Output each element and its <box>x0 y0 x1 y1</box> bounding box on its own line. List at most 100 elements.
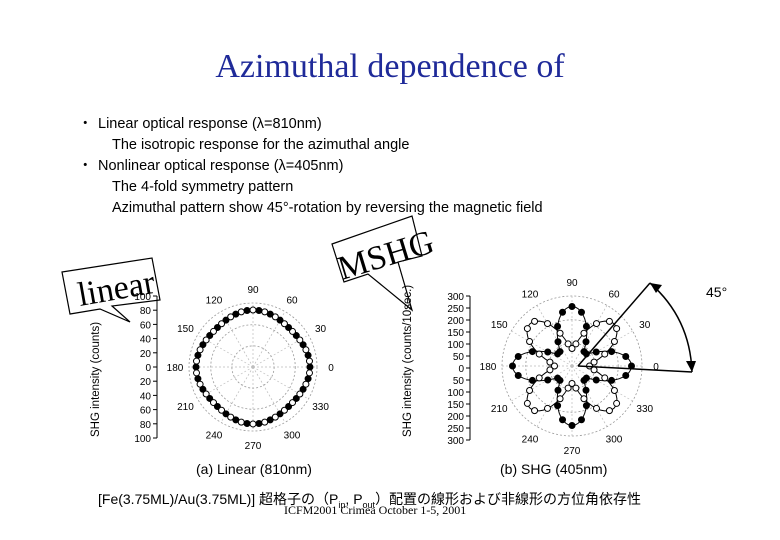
data-point <box>554 386 562 394</box>
data-point <box>255 419 263 427</box>
polar-angle-label: 60 <box>608 289 620 300</box>
radial-tick-label: 150 <box>447 400 464 411</box>
polar-angle-label: 150 <box>177 324 194 335</box>
polar-angle-label: 210 <box>491 404 508 415</box>
data-point <box>243 419 251 427</box>
data-point <box>622 371 630 379</box>
polar-angle-label: 210 <box>177 402 194 413</box>
radial-tick-label: 300 <box>447 292 464 303</box>
data-point <box>601 350 609 358</box>
data-point <box>531 407 539 415</box>
data-point <box>296 390 304 398</box>
data-point <box>544 404 551 412</box>
radial-tick-label: 20 <box>140 377 152 388</box>
radial-tick-label: 60 <box>140 406 152 417</box>
data-point <box>276 316 284 324</box>
polar-angle-label: 30 <box>639 320 651 331</box>
polar-angle-label: 330 <box>636 404 653 415</box>
data-point <box>271 313 279 321</box>
polar-angle-label: 300 <box>284 431 301 442</box>
polar-grid-circle <box>525 319 619 413</box>
data-point <box>271 413 279 421</box>
data-point <box>577 308 585 316</box>
data-point <box>580 395 588 403</box>
data-point <box>592 348 600 356</box>
polar-angle-label: 270 <box>245 441 262 452</box>
data-point <box>227 413 235 421</box>
data-point <box>568 303 576 310</box>
data-point <box>613 325 621 333</box>
polar-angle-label: 300 <box>606 435 623 446</box>
data-point <box>193 369 201 377</box>
radial-tick-label: 100 <box>447 388 464 399</box>
data-point <box>280 320 288 328</box>
data-point <box>592 376 600 384</box>
data-point <box>546 366 554 374</box>
data-point <box>509 362 516 370</box>
footer-end: ）配置の線形および非線形の方位角依存性 <box>375 491 642 507</box>
data-point <box>568 380 576 387</box>
data-point <box>554 402 562 410</box>
polar-grid-circle <box>548 342 596 390</box>
data-point <box>261 308 269 316</box>
radial-tick-label: 0 <box>145 363 151 374</box>
data-point <box>202 336 210 344</box>
data-point <box>535 374 543 382</box>
bullet-nonlinear: ・ Nonlinear optical response (λ=405nm) <box>78 156 543 177</box>
polar-angle-label: 270 <box>564 446 581 457</box>
radial-tick-label: 150 <box>447 328 464 339</box>
data-point <box>222 316 230 324</box>
data-point <box>196 380 204 388</box>
data-point <box>577 416 585 424</box>
linear-polar-plot: 9060300330300270240210180150120100806040… <box>134 285 334 452</box>
data-point <box>601 374 609 382</box>
data-point <box>276 410 284 418</box>
radial-tick-label: 0 <box>458 364 464 375</box>
data-point <box>554 338 562 346</box>
footer-sub-in: in <box>338 499 346 510</box>
polar-angle-label: 240 <box>206 431 223 442</box>
data-point <box>192 363 200 371</box>
radial-tick-label: 80 <box>140 306 152 317</box>
radial-tick-label: 80 <box>140 420 152 431</box>
data-point <box>199 385 207 393</box>
data-point <box>559 416 567 424</box>
data-point <box>237 418 245 426</box>
bullet-marker: ・ <box>78 158 93 174</box>
data-point <box>523 325 531 333</box>
polar-angle-label: 0 <box>653 362 659 373</box>
data-point <box>531 317 539 325</box>
polar-angle-label: 90 <box>247 285 259 296</box>
shg-polar-plot: 9060300330300270240210180150120300250200… <box>447 278 659 457</box>
data-point <box>305 357 313 365</box>
data-point <box>249 420 257 428</box>
data-point <box>296 336 304 344</box>
data-point <box>564 340 572 348</box>
data-point <box>590 358 598 366</box>
data-point <box>292 394 300 402</box>
data-point <box>305 369 313 377</box>
radial-tick-label: 60 <box>140 320 152 331</box>
bullet-text: Linear optical response (λ=810nm) <box>98 116 322 132</box>
data-point <box>554 322 562 330</box>
data-point <box>222 410 230 418</box>
right-y-axis-label: SHG intensity (counts/10sec.) <box>402 284 414 437</box>
data-point <box>194 351 202 359</box>
bullet-list: ・ Linear optical response (λ=810nm) The … <box>78 114 543 219</box>
data-point <box>199 341 207 349</box>
data-point <box>593 320 600 328</box>
polar-angle-label: 150 <box>491 320 508 331</box>
callout-linear: linear <box>61 257 161 323</box>
data-point <box>572 384 580 392</box>
radial-tick-label: 40 <box>140 391 152 402</box>
data-point <box>528 348 536 356</box>
radial-tick-label: 250 <box>447 304 464 315</box>
radial-tick-label: 300 <box>447 436 464 447</box>
data-point <box>556 329 564 337</box>
left-caption: (a) Linear (810nm) <box>196 461 312 477</box>
radial-tick-label: 50 <box>453 352 465 363</box>
footer-mid: , P <box>345 491 363 507</box>
data-point <box>544 320 551 328</box>
radial-tick-label: 50 <box>453 376 465 387</box>
data-point <box>608 348 616 356</box>
